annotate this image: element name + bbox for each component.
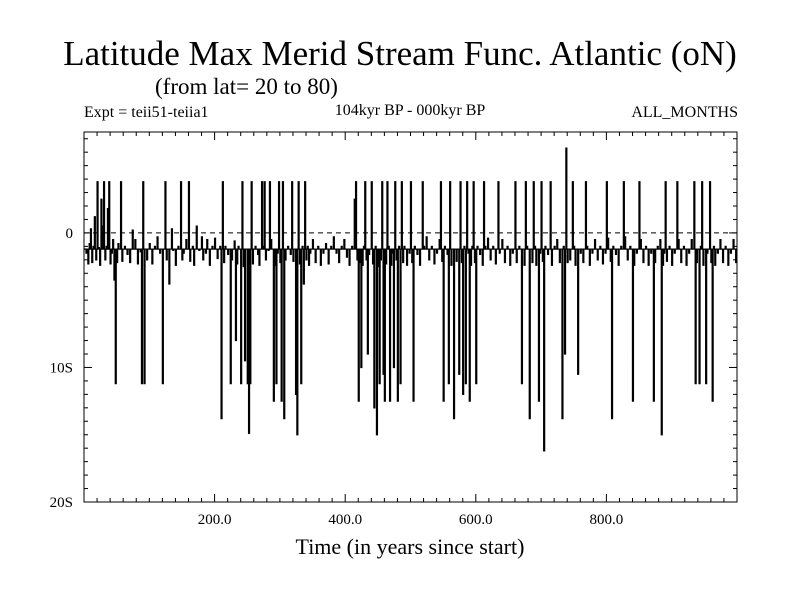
y-tick-label: 0 bbox=[66, 226, 74, 242]
chart-title: Latitude Max Merid Stream Func. Atlantic… bbox=[63, 34, 737, 73]
months-label: ALL_MONTHS bbox=[631, 104, 738, 121]
x-tick-label: 800.0 bbox=[590, 512, 624, 528]
x-tick-label: 200.0 bbox=[198, 512, 232, 528]
x-tick-label: 400.0 bbox=[328, 512, 362, 528]
experiment-label: Expt = teii51-teiia1 bbox=[84, 104, 209, 121]
x-tick-label: 600.0 bbox=[459, 512, 493, 528]
y-tick-label: 20S bbox=[50, 495, 73, 511]
y-tick-label: 10S bbox=[50, 360, 73, 376]
data-series-line bbox=[83, 147, 738, 452]
time-period-label: 104kyr BP - 000kyr BP bbox=[334, 102, 486, 119]
x-axis-label: Time (in years since start) bbox=[295, 534, 525, 559]
chart-subtitle: (from lat= 20 to 80) bbox=[155, 74, 338, 99]
axis-tick-labels: 200.0 400.0 600.0 800.0 0 10S 20S bbox=[50, 226, 624, 528]
